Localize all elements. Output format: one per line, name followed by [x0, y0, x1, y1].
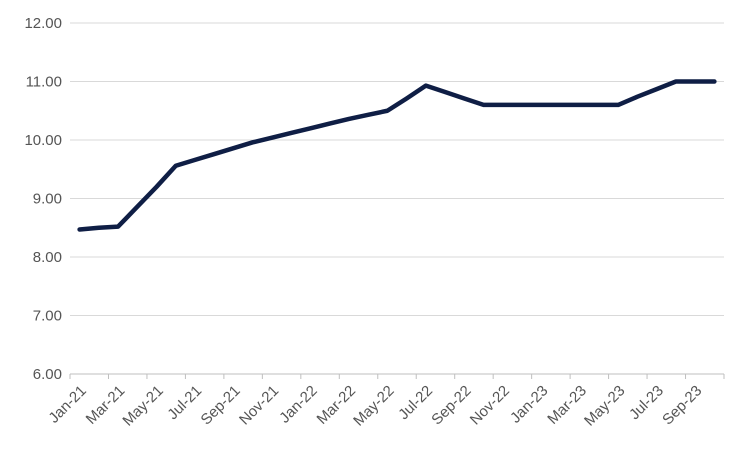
y-tick-label: 12.00: [24, 15, 62, 32]
x-tick-label: Sep-21: [198, 382, 244, 428]
x-tick-label: May-22: [350, 382, 397, 429]
x-tick-label: May-23: [581, 382, 628, 429]
x-tick-label: Jan-23: [507, 382, 551, 426]
x-axis-tick-labels: Jan-21Mar-21May-21Jul-21Sep-21Nov-21Jan-…: [45, 382, 705, 429]
x-tick-label: May-21: [119, 382, 166, 429]
x-tick-label: Nov-22: [467, 382, 513, 428]
y-tick-label: 9.00: [33, 191, 62, 208]
x-tick-label: Sep-23: [659, 382, 705, 428]
series-line: [77, 79, 717, 232]
y-tick-label: 6.00: [33, 366, 62, 383]
x-tick-label: Jan-22: [276, 382, 320, 426]
x-tick-label: Jan-21: [45, 382, 89, 426]
y-tick-label: 10.00: [24, 132, 62, 149]
y-tick-label: 7.00: [33, 308, 62, 325]
x-axis-tick-marks: [69, 374, 725, 379]
grid-lines: [70, 22, 724, 316]
y-tick-label: 11.00: [26, 74, 62, 91]
series-group: [77, 79, 717, 232]
x-tick-label: Sep-22: [428, 382, 474, 428]
x-tick-label: Nov-21: [236, 382, 282, 428]
y-tick-label: 8.00: [33, 249, 62, 266]
y-axis-tick-labels: 6.00 7.00 8.00 9.00 10.00 11.00 12.00: [24, 15, 62, 383]
